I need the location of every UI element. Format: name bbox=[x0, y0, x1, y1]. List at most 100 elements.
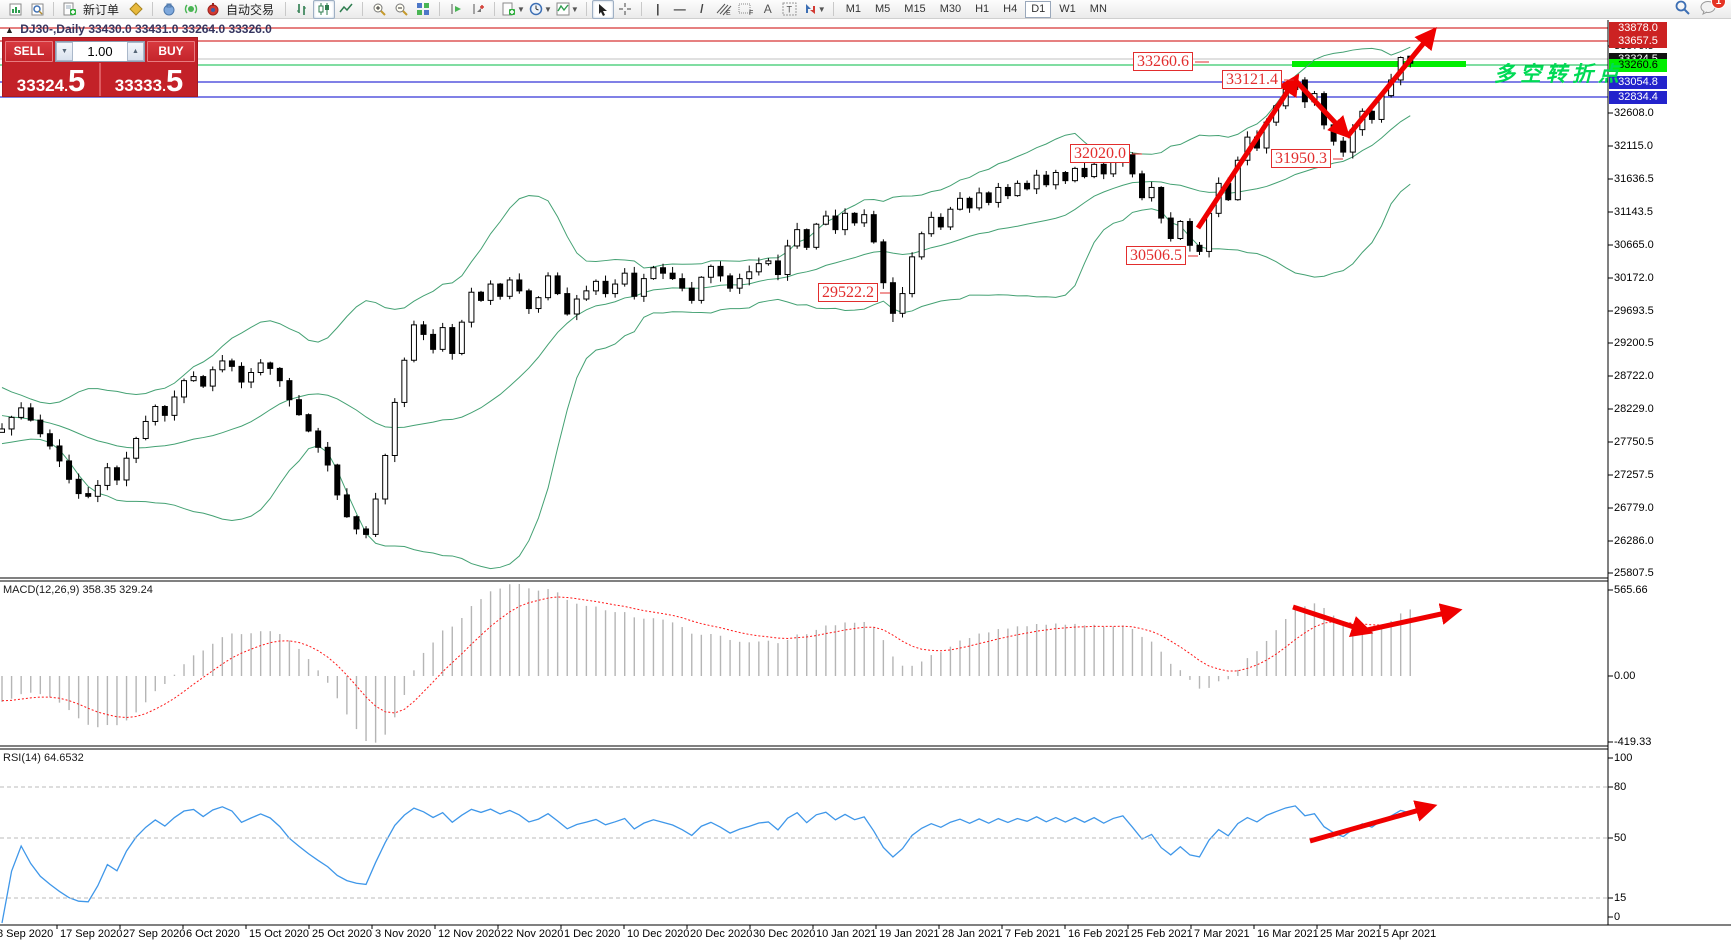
price-axis-tick: 30665.0 bbox=[1614, 239, 1654, 251]
rsi-axis-tick: 50 bbox=[1614, 832, 1627, 844]
market-icon[interactable] bbox=[158, 0, 180, 19]
vertical-line-tool-icon[interactable]: | bbox=[656, 2, 660, 16]
channels-tool-icon[interactable]: F bbox=[735, 0, 757, 19]
volume-input[interactable]: 1.00 bbox=[87, 43, 113, 59]
time-axis-label: 3 Nov 2020 bbox=[375, 928, 432, 940]
text-label-tool-icon[interactable]: T bbox=[779, 0, 801, 19]
time-axis-label: 16 Mar 2021 bbox=[1257, 928, 1319, 940]
time-axis-label: 28 Jan 2021 bbox=[942, 928, 1003, 940]
cursor-icon[interactable] bbox=[591, 0, 614, 19]
timeframe-m15[interactable]: M15 bbox=[904, 3, 926, 15]
time-axis-label: 10 Dec 2020 bbox=[627, 928, 690, 940]
price-line-label: 33260.6 bbox=[1609, 58, 1667, 72]
time-axis-label: 30 Dec 2020 bbox=[753, 928, 816, 940]
new-order-label[interactable]: 新订单 bbox=[83, 2, 120, 17]
metaeditor-icon[interactable] bbox=[125, 0, 147, 19]
signals-icon[interactable] bbox=[180, 0, 202, 19]
macd-axis-tick: 565.66 bbox=[1614, 584, 1648, 596]
chevron-down-icon: ▼ bbox=[817, 4, 826, 14]
timeframe-mn[interactable]: MN bbox=[1089, 3, 1107, 15]
volume-stepper: ▼ 1.00 ▲ bbox=[55, 40, 145, 62]
price-callout: 29522.2 bbox=[818, 283, 878, 302]
price-callout: 32020.0 bbox=[1070, 144, 1130, 163]
price-axis-tick: 31636.5 bbox=[1614, 173, 1654, 185]
time-axis-label: 10 Jan 2021 bbox=[816, 928, 877, 940]
line-chart-mode-icon[interactable] bbox=[335, 0, 357, 19]
volume-increase-button[interactable]: ▲ bbox=[127, 41, 144, 61]
price-line-label: 33657.5 bbox=[1609, 34, 1667, 48]
zoom-out-icon[interactable] bbox=[390, 0, 412, 19]
price-callout: 30506.5 bbox=[1126, 246, 1186, 265]
new-chart-icon[interactable] bbox=[4, 0, 26, 19]
zoom-in-icon[interactable] bbox=[368, 0, 390, 19]
price-axis-tick: 29200.5 bbox=[1614, 337, 1654, 349]
timeframe-w1[interactable]: W1 bbox=[1059, 3, 1076, 15]
price-axis-tick: 27750.5 bbox=[1614, 436, 1654, 448]
rsi-axis-tick: 15 bbox=[1614, 892, 1627, 904]
price-axis-tick: 28722.0 bbox=[1614, 370, 1654, 382]
price-callout: 31950.3 bbox=[1271, 149, 1331, 168]
price-axis-tick: 25807.5 bbox=[1614, 567, 1654, 579]
price-axis-tick: 32115.0 bbox=[1614, 140, 1653, 152]
timeframe-m1[interactable]: M1 bbox=[845, 3, 861, 15]
candlestick-mode-icon[interactable] bbox=[313, 0, 336, 19]
profiles-icon[interactable] bbox=[26, 0, 48, 19]
chart-shift-icon[interactable] bbox=[467, 0, 489, 19]
chat-icon[interactable]: 1 bbox=[1700, 0, 1726, 18]
bid-price[interactable]: 33324. 5 bbox=[3, 63, 101, 96]
timeframe-m30[interactable]: M30 bbox=[939, 3, 962, 15]
svg-text:F: F bbox=[749, 10, 753, 16]
buy-button[interactable]: BUY bbox=[147, 40, 195, 62]
time-axis-label: 12 Nov 2020 bbox=[438, 928, 501, 940]
chevron-down-icon: ▼ bbox=[517, 4, 525, 14]
time-axis-label: 16 Feb 2021 bbox=[1068, 928, 1130, 940]
time-axis-label: 25 Oct 2020 bbox=[312, 928, 372, 940]
price-axis-tick: 31143.5 bbox=[1614, 206, 1653, 218]
auto-scroll-icon[interactable] bbox=[445, 0, 467, 19]
time-axis-label: 27 Sep 2020 bbox=[123, 928, 186, 940]
tile-windows-icon[interactable] bbox=[412, 0, 434, 19]
text-tool-icon[interactable]: A bbox=[763, 2, 772, 16]
price-axis-tick: 26779.0 bbox=[1614, 502, 1654, 514]
time-axis-label: 17 Sep 2020 bbox=[60, 928, 123, 940]
bar-chart-mode-icon[interactable] bbox=[291, 0, 313, 19]
periods-clock-icon[interactable]: ▼ bbox=[527, 0, 554, 19]
svg-text:E: E bbox=[726, 10, 731, 16]
search-icon[interactable] bbox=[1675, 0, 1690, 18]
new-template-icon[interactable]: ▼ bbox=[500, 0, 527, 19]
timeframe-d1[interactable]: D1 bbox=[1025, 0, 1052, 18]
collapse-panel-icon[interactable]: ▲ bbox=[5, 25, 14, 35]
chart-ohlc-values: 33430.0 33431.0 33264.0 33326.0 bbox=[88, 22, 272, 36]
sell-button[interactable]: SELL bbox=[5, 40, 53, 62]
autotrading-label[interactable]: 自动交易 bbox=[226, 2, 275, 17]
time-axis-label: 25 Mar 2021 bbox=[1320, 928, 1382, 940]
rsi-axis-tick: 100 bbox=[1614, 752, 1633, 764]
time-axis-label: 15 Oct 2020 bbox=[249, 928, 309, 940]
ask-price[interactable]: 33333. 5 bbox=[114, 63, 184, 96]
trendline-tool-icon[interactable]: / bbox=[700, 2, 704, 16]
price-line-label: 32834.4 bbox=[1609, 90, 1667, 104]
price-callout: 33121.4 bbox=[1222, 70, 1282, 89]
timeframe-h1[interactable]: H1 bbox=[975, 3, 990, 15]
price-axis-tick: 30172.0 bbox=[1614, 272, 1654, 284]
fibonacci-tool-icon[interactable]: E bbox=[713, 0, 735, 19]
chat-badge: 1 bbox=[1711, 0, 1726, 9]
crosshair-icon[interactable] bbox=[614, 0, 636, 19]
rsi-axis-tick: 0 bbox=[1614, 911, 1621, 923]
rsi-axis-tick: 80 bbox=[1614, 781, 1627, 793]
timeframe-m5[interactable]: M5 bbox=[875, 3, 891, 15]
price-callout: 33260.6 bbox=[1133, 52, 1193, 71]
time-axis-label: 25 Feb 2021 bbox=[1131, 928, 1193, 940]
horizontal-line-tool-icon[interactable]: — bbox=[673, 2, 686, 16]
time-axis-label: 20 Dec 2020 bbox=[690, 928, 753, 940]
price-line-label: 33054.8 bbox=[1609, 75, 1667, 89]
new-order-icon[interactable] bbox=[59, 0, 81, 19]
arrow-objects-icon[interactable]: ▼ bbox=[801, 0, 828, 19]
volume-decrease-button[interactable]: ▼ bbox=[56, 41, 73, 61]
indicators-icon[interactable]: ▼ bbox=[554, 0, 581, 19]
price-axis-tick: 29693.5 bbox=[1614, 305, 1654, 317]
autotrading-icon[interactable] bbox=[202, 0, 224, 19]
timeframe-h4[interactable]: H4 bbox=[1003, 3, 1018, 15]
